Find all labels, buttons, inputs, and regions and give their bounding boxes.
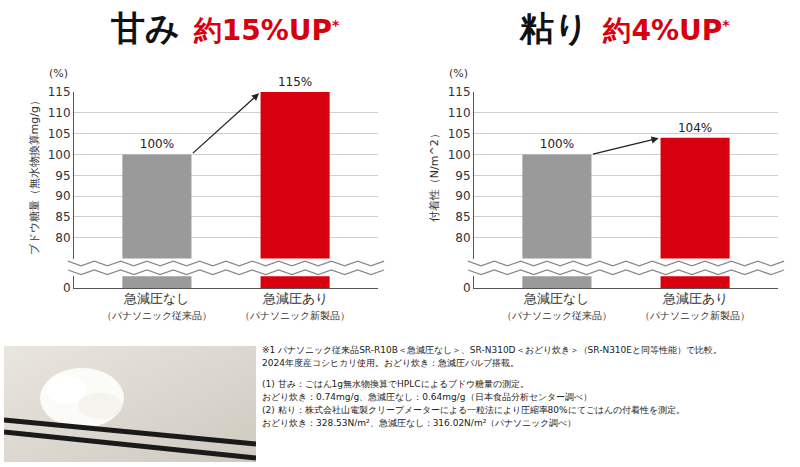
svg-text:100%: 100%	[540, 137, 574, 151]
svg-text:急減圧あり（パナソニック新製品）: 急減圧あり（パナソニック新製品）	[240, 291, 350, 321]
svg-text:0: 0	[463, 281, 471, 295]
svg-text:95: 95	[455, 169, 470, 183]
svg-text:115%: 115%	[278, 75, 312, 89]
svg-text:110: 110	[48, 106, 71, 120]
svg-text:0: 0	[63, 281, 71, 295]
svg-text:急減圧あり（パナソニック新製品）: 急減圧あり（パナソニック新製品）	[640, 291, 750, 321]
svg-text:105: 105	[48, 127, 71, 141]
svg-text:90: 90	[455, 189, 470, 203]
svg-text:(%): (%)	[449, 67, 468, 80]
svg-text:95: 95	[55, 169, 70, 183]
svg-text:90: 90	[55, 189, 70, 203]
svg-text:115: 115	[48, 85, 71, 99]
svg-text:80: 80	[455, 231, 470, 245]
svg-text:104%: 104%	[678, 121, 712, 135]
svg-text:(%): (%)	[49, 67, 68, 80]
svg-text:100: 100	[48, 148, 71, 162]
svg-text:80: 80	[55, 231, 70, 245]
svg-text:ブドウ糖量（無水物換算mg/g）: ブドウ糖量（無水物換算mg/g）	[28, 95, 41, 255]
svg-text:100: 100	[448, 148, 471, 162]
svg-text:付着性（N/m^2）: 付着性（N/m^2）	[428, 128, 441, 222]
html-text:2024年度産コシヒカリ使用。おどり炊き：急減圧バルブ搭載。: 2024年度産コシヒカリ使用。おどり炊き：急減圧バルブ搭載。	[262, 358, 519, 368]
html-text:おどり炊き：0.74mg/g、急減圧なし：0.64mg/g（: おどり炊き：0.74mg/g、急減圧なし：0.64mg/g（日本食品分析センター…	[262, 392, 592, 403]
svg-text:85: 85	[455, 210, 470, 224]
html-text:甘み 約15%UP*: 甘み 約15%UP*	[110, 8, 340, 48]
html-text:おどり炊き：328.53N/m²、急減圧なし：316.02N: おどり炊き：328.53N/m²、急減圧なし：316.02N/m²（パナソニック…	[262, 418, 577, 429]
svg-text:105: 105	[448, 127, 471, 141]
svg-text:110: 110	[448, 106, 471, 120]
html-text:粘り 約4%UP*: 粘り 約4%UP*	[520, 8, 730, 48]
svg-text:115: 115	[448, 85, 471, 99]
html-text:(1) 甘み：ごはん1g無水物換算でHPLCによるブドウ糖量: (1) 甘み：ごはん1g無水物換算でHPLCによるブドウ糖量の測定。	[262, 379, 529, 390]
html-text:※1 パナソニック従来品SR-R10B＜急減圧なし＞、SR-: ※1 パナソニック従来品SR-R10B＜急減圧なし＞、SR-N310D＜おどり炊…	[262, 345, 722, 355]
svg-text:100%: 100%	[140, 137, 174, 151]
svg-text:85: 85	[55, 210, 70, 224]
html-text:(2) 粘り：株式会社山電製クリープメーターによる一粒法によ: (2) 粘り：株式会社山電製クリープメーターによる一粒法により圧縮率80%にてご…	[262, 405, 685, 416]
svg-text:急減圧なし（パナソニック従来品）: 急減圧なし（パナソニック従来品）	[502, 291, 612, 321]
svg-text:急減圧なし（パナソニック従来品）: 急減圧なし（パナソニック従来品）	[102, 291, 212, 321]
